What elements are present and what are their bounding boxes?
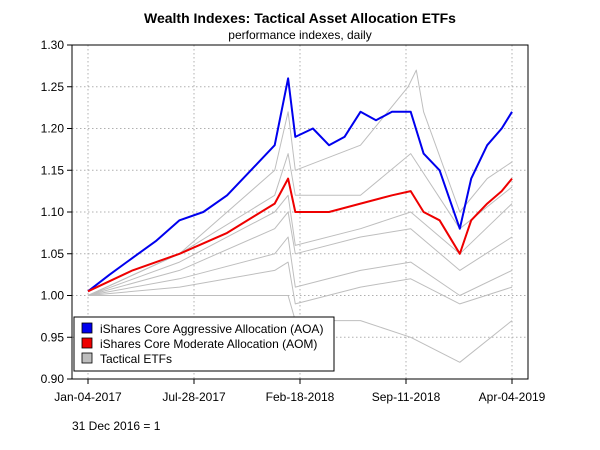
- y-tick-label: 1.00: [41, 289, 65, 303]
- series-line-3: [87, 153, 513, 296]
- y-tick-label: 1.10: [41, 205, 65, 219]
- y-tick-label: 1.05: [41, 247, 65, 261]
- x-tick-label: Apr-04-2019: [479, 390, 546, 404]
- series-line-6: [87, 236, 513, 296]
- legend-label: iShares Core Moderate Allocation (AOM): [100, 337, 317, 351]
- x-tick-label: Jan-04-2017: [54, 390, 122, 404]
- base-note: 31 Dec 2016 = 1: [72, 419, 161, 433]
- legend-swatch: [81, 322, 93, 334]
- series-layer: [87, 69, 513, 363]
- series-line-7: [87, 261, 513, 305]
- legend-swatch: [81, 337, 93, 349]
- x-axis: Jan-04-2017 Jul-28-2017 Feb-18-2018 Sep-11-…: [54, 379, 546, 404]
- legend-label: iShares Core Aggressive Allocation (AOA): [100, 322, 323, 336]
- legend-label: Tactical ETFs: [100, 352, 172, 366]
- y-tick-label: 1.15: [41, 163, 65, 177]
- series-line-1: [87, 177, 513, 293]
- y-tick-label: 1.20: [41, 122, 65, 136]
- chart-title: Wealth Indexes: Tactical Asset Allocatio…: [144, 10, 456, 26]
- y-tick-label: 1.25: [41, 80, 65, 94]
- chart-subtitle: performance indexes, daily: [228, 28, 371, 42]
- x-tick-label: Feb-18-2018: [266, 390, 335, 404]
- x-tick-label: Jul-28-2017: [162, 390, 226, 404]
- legend-swatch: [81, 352, 93, 364]
- y-tick-label: 0.90: [41, 372, 65, 386]
- series-line-0: [87, 77, 513, 293]
- series-line-5: [87, 211, 513, 296]
- y-tick-label: 0.95: [41, 330, 65, 344]
- y-axis: 0.90 0.95 1.00 1.05 1.10 1.15 1.20 1.25 1.30: [41, 38, 72, 386]
- legend: iShares Core Aggressive Allocation (AOA)…: [73, 316, 335, 372]
- y-tick-label: 1.30: [41, 38, 65, 52]
- legend-box: [73, 316, 335, 372]
- x-tick-label: Sep-11-2018: [372, 390, 441, 404]
- series-line-4: [87, 194, 513, 296]
